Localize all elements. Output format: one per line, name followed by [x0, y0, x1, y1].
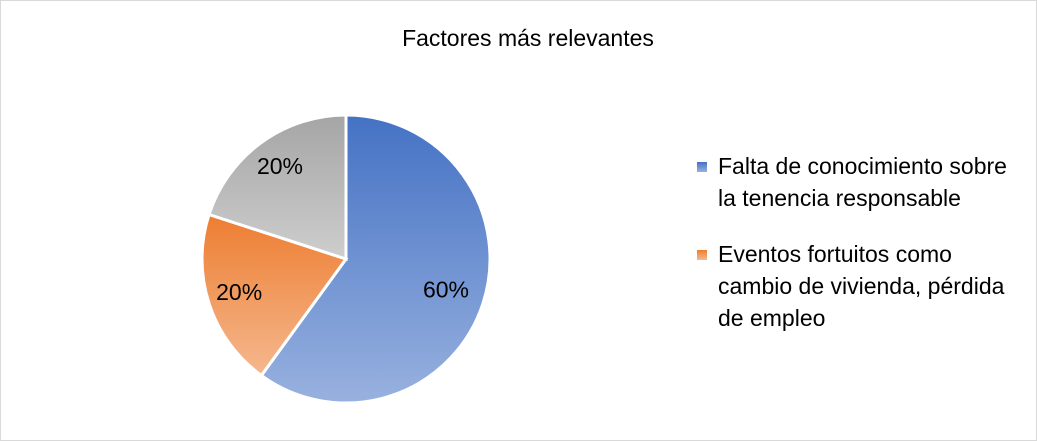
legend-swatch [697, 162, 707, 172]
legend-entry: Falta de conocimiento sobre la tenencia … [697, 150, 1017, 214]
pie-slice [200, 212, 349, 378]
legend-label: Eventos fortuitos como cambio de viviend… [718, 241, 1005, 331]
legend-label: Falta de conocimiento sobre la tenencia … [718, 153, 1007, 211]
data-label: 20% [216, 279, 262, 305]
legend-swatch [697, 250, 707, 260]
data-label: 20% [257, 153, 303, 179]
chart-title: Factores más relevantes [402, 25, 654, 51]
data-label: 60% [423, 277, 469, 303]
legend: Falta de conocimiento sobre la tenencia … [697, 150, 1017, 358]
pie-slice [207, 113, 348, 262]
pie-slice [259, 113, 492, 405]
legend-entry: Eventos fortuitos como cambio de viviend… [697, 238, 1017, 334]
